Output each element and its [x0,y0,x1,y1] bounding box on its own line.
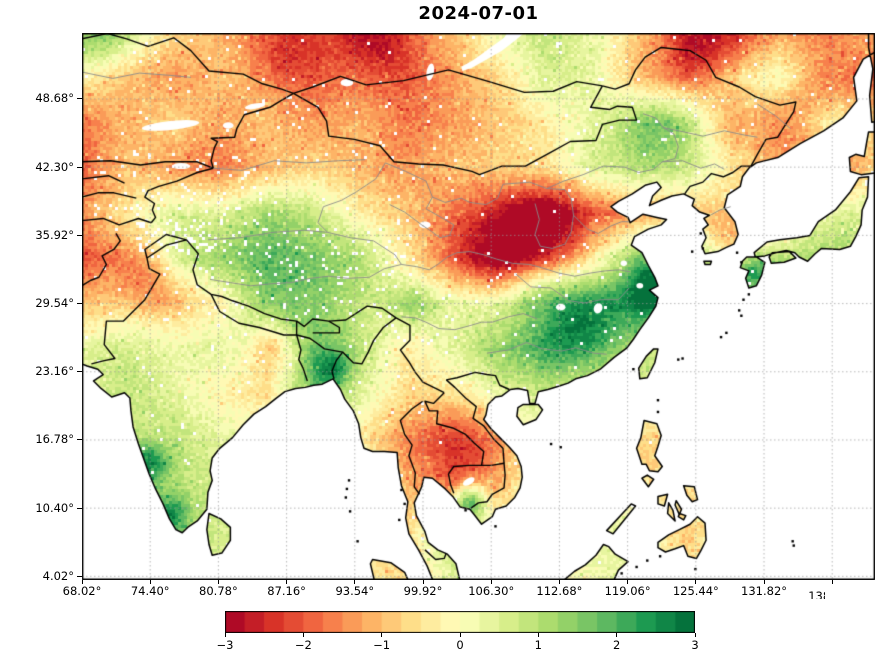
x-tick-label: 106.30° [461,585,521,598]
y-tick-label: 29.54° [22,297,74,310]
y-tick-label: 10.40° [22,502,74,515]
x-tick-label-clipped: 138.20° [808,585,825,599]
x-tick-label: 68.02° [52,585,112,598]
y-axis-tick [77,576,82,577]
colorbar-tick [538,633,539,637]
figure: 2024-07-01 48.68° 42.30° 35.92° 29.54° 23.16… [0,0,875,662]
y-tick-label: 23.16° [22,365,74,378]
colorbar-tick-label: 0 [440,638,480,652]
x-tick-label: 99.92° [393,585,453,598]
x-tick-label: 87.16° [257,585,317,598]
y-tick-label: 42.30° [22,161,74,174]
colorbar-tick [303,633,304,637]
y-axis-tick [77,235,82,236]
colorbar-tick [225,633,226,637]
x-tick-label: 93.54° [325,585,385,598]
map-canvas [82,33,875,580]
x-tick-label: 112.68° [529,585,589,598]
x-tick-label: 125.44° [666,585,726,598]
colorbar-tick-label: −3 [205,638,245,652]
y-tick-label: 48.68° [22,92,74,105]
colorbar-tick-label: −2 [283,638,323,652]
colorbar-tick-label: 2 [597,638,637,652]
colorbar-tick-label: 3 [675,638,715,652]
y-axis-tick [77,371,82,372]
y-axis-tick [77,439,82,440]
x-tick-label: 138.20° [808,589,825,599]
x-tick-label: 131.82° [734,585,794,598]
y-tick-label: 35.92° [22,229,74,242]
colorbar-tick-label: 1 [518,638,558,652]
colorbar-tick [381,633,382,637]
colorbar-tick [616,633,617,637]
y-axis-tick [77,98,82,99]
colorbar [225,611,695,633]
x-tick-label: 74.40° [120,585,180,598]
colorbar-tick [460,633,461,637]
colorbar-tick [695,633,696,637]
y-axis-tick [77,508,82,509]
x-axis-tick [832,580,833,584]
y-tick-label: 16.78° [22,433,74,446]
x-tick-label: 119.06° [598,585,658,598]
colorbar-tick-label: −1 [362,638,402,652]
figure-title: 2024-07-01 [82,3,875,24]
y-tick-label: 4.02° [22,570,74,583]
y-axis-tick [77,303,82,304]
x-tick-label: 80.78° [188,585,248,598]
y-axis-tick [77,167,82,168]
